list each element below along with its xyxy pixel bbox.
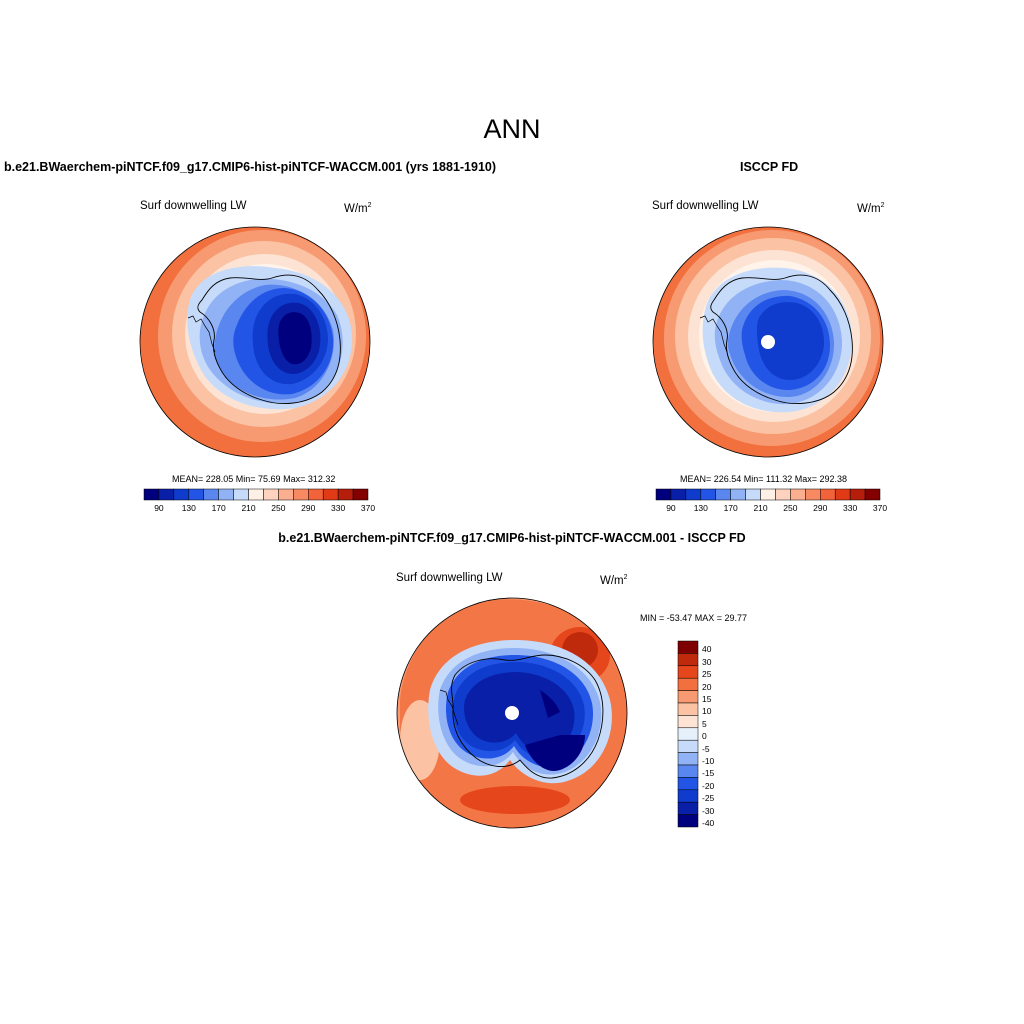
colorbar-swatch: [263, 488, 279, 501]
colorbar-tick-label: 30: [702, 656, 712, 667]
right-stats: MEAN= 226.54 Min= 111.32 Max= 292.38: [680, 474, 848, 484]
colorbar-swatch: [834, 488, 851, 501]
colorbar-tick-label: 330: [843, 503, 858, 513]
colorbar-tick-label: -20: [702, 780, 715, 791]
colorbar-tick-label: 250: [271, 503, 286, 513]
colorbar-swatch: [677, 764, 699, 778]
diff-units-label: W/m2: [600, 574, 628, 587]
colorbar-swatch: [655, 488, 672, 501]
colorbar-swatch: [158, 488, 175, 501]
colorbar-swatch: [677, 752, 699, 766]
colorbar-swatch: [233, 488, 249, 501]
colorbar-tick-label: 170: [211, 503, 226, 513]
colorbar-swatch: [677, 727, 699, 741]
left-units-label: W/m2: [344, 202, 372, 215]
colorbar-swatch: [188, 488, 204, 501]
colorbar-swatch: [322, 488, 339, 501]
colorbar-swatch: [820, 488, 836, 501]
colorbar-swatch: [775, 488, 791, 501]
colorbar-tick-label: 130: [181, 503, 196, 513]
colorbar-swatch: [685, 488, 702, 501]
colorbar-tick-label: 40: [702, 644, 712, 655]
colorbar-swatch: [173, 488, 190, 501]
colorbar-swatch: [308, 488, 324, 501]
left-colorbar: [143, 488, 369, 501]
diff-stats: MIN = -53.47 MAX = 29.77: [640, 613, 748, 623]
main-title: ANN: [483, 114, 541, 144]
colorbar-tick-label: 330: [331, 503, 346, 513]
colorbar-swatch: [352, 488, 369, 501]
colorbar-tick-label: 370: [360, 503, 376, 513]
colorbar-tick-label: 25: [702, 669, 712, 680]
colorbar-tick-label: 370: [872, 503, 888, 513]
colorbar-swatch: [337, 488, 354, 501]
left-panel-title: b.e21.BWaerchem-piNTCF.f09_g17.CMIP6-his…: [4, 160, 497, 174]
colorbar-tick-label: 170: [723, 503, 738, 513]
right-polar-map: [652, 226, 884, 458]
right-units-label: W/m2: [857, 202, 885, 215]
diff-colorbar: [677, 640, 699, 828]
colorbar-tick-label: -25: [702, 793, 715, 804]
colorbar-swatch: [677, 677, 699, 691]
colorbar-swatch: [677, 789, 699, 803]
colorbar-swatch: [677, 801, 699, 815]
diff-polar-map: [396, 597, 628, 829]
colorbar-swatch: [278, 488, 294, 501]
colorbar-swatch: [745, 488, 761, 501]
colorbar-swatch: [677, 690, 699, 704]
colorbar-swatch: [670, 488, 687, 501]
colorbar-swatch: [677, 640, 699, 654]
colorbar-swatch: [677, 715, 699, 729]
left-stats: MEAN= 228.05 Min= 75.69 Max= 312.32: [172, 474, 336, 484]
diff-variable-label: Surf downwelling LW: [396, 572, 503, 584]
colorbar-swatch: [760, 488, 776, 501]
colorbar-tick-label: 90: [666, 503, 676, 513]
colorbar-tick-label: -10: [702, 755, 715, 766]
colorbar-tick-label: -30: [702, 805, 715, 816]
colorbar-swatch: [677, 814, 699, 828]
colorbar-tick-label: -40: [702, 817, 715, 828]
right-colorbar: [655, 488, 881, 501]
colorbar-swatch: [864, 488, 881, 501]
colorbar-tick-label: 210: [241, 503, 256, 513]
colorbar-swatch: [715, 488, 731, 501]
colorbar-swatch: [677, 739, 699, 753]
colorbar-tick-label: 20: [702, 681, 712, 692]
colorbar-tick-label: 10: [702, 706, 712, 717]
colorbar-tick-label: 90: [154, 503, 164, 513]
left-polar-map: [139, 226, 371, 458]
colorbar-swatch: [248, 488, 264, 501]
colorbar-swatch: [849, 488, 866, 501]
colorbar-swatch: [203, 488, 219, 501]
colorbar-tick-label: -15: [702, 768, 715, 779]
colorbar-swatch: [805, 488, 821, 501]
colorbar-swatch: [730, 488, 746, 501]
right-panel-title: ISCCP FD: [740, 160, 799, 174]
colorbar-tick-label: 5: [702, 718, 707, 729]
colorbar-swatch: [677, 777, 699, 791]
colorbar-swatch: [677, 653, 699, 667]
colorbar-tick-label: -5: [702, 743, 710, 754]
colorbar-tick-label: 210: [753, 503, 768, 513]
colorbar-tick-label: 250: [783, 503, 798, 513]
colorbar-tick-label: 15: [702, 693, 712, 704]
colorbar-tick-label: 130: [693, 503, 708, 513]
colorbar-swatch: [790, 488, 806, 501]
colorbar-swatch: [293, 488, 309, 501]
colorbar-swatch: [218, 488, 234, 501]
colorbar-tick-label: 290: [301, 503, 316, 513]
colorbar-tick-label: 0: [702, 731, 707, 742]
colorbar-swatch: [143, 488, 160, 501]
diff-panel-title: b.e21.BWaerchem-piNTCF.f09_g17.CMIP6-his…: [278, 531, 746, 545]
colorbar-tick-label: 290: [813, 503, 828, 513]
colorbar-swatch: [677, 665, 699, 679]
colorbar-swatch: [700, 488, 716, 501]
right-variable-label: Surf downwelling LW: [652, 200, 759, 212]
left-variable-label: Surf downwelling LW: [140, 200, 247, 212]
colorbar-swatch: [677, 702, 699, 716]
